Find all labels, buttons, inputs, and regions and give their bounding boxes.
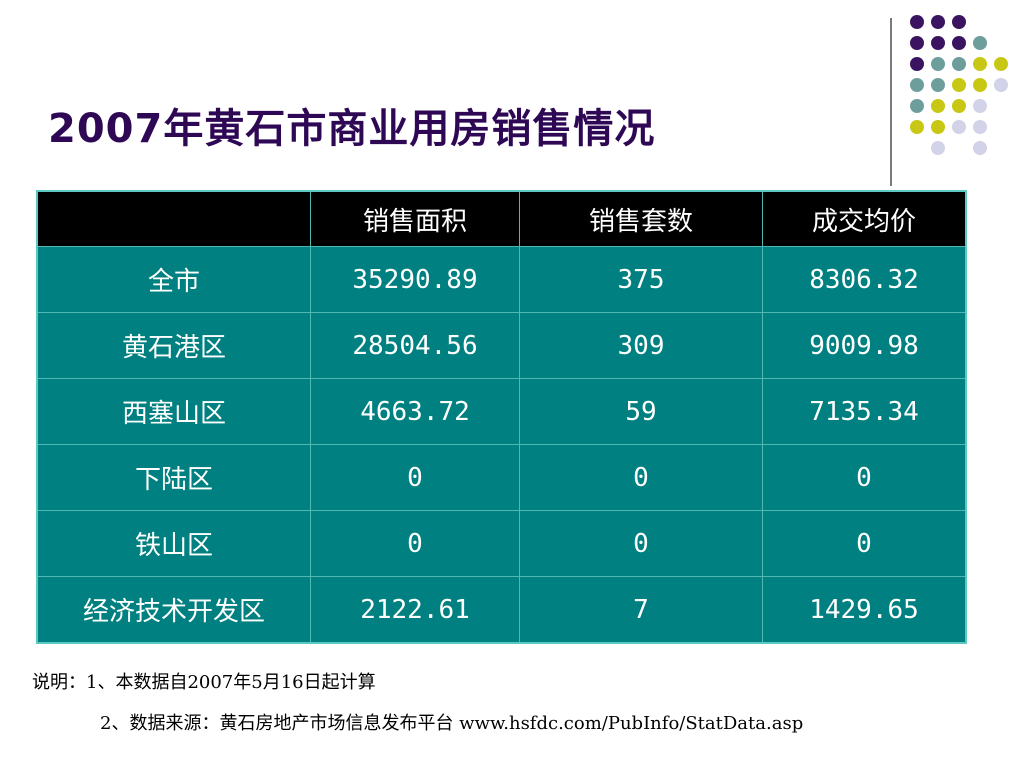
table-row: 全市 35290.89 375 8306.32: [36, 246, 967, 313]
area-cell: 4663.72: [310, 378, 520, 445]
slide-title: 2007年黄石市商业用房销售情况: [48, 106, 656, 152]
decorative-dot: [952, 36, 966, 50]
footnote-line-2: 2、数据来源：黄石房地产市场信息发布平台 www.hsfdc.com/PubIn…: [100, 713, 804, 734]
decorative-dot: [931, 120, 945, 134]
decorative-dot: [973, 57, 987, 71]
decorative-dot: [910, 57, 924, 71]
decorative-dot: [973, 120, 987, 134]
table-header-cell: 销售套数: [519, 190, 763, 247]
units-cell: 375: [519, 246, 763, 313]
district-cell: 下陆区: [36, 444, 311, 511]
area-cell: 2122.61: [310, 576, 520, 644]
table-row: 铁山区 0 0 0: [36, 510, 967, 577]
district-cell: 经济技术开发区: [36, 576, 311, 644]
district-cell: 铁山区: [36, 510, 311, 577]
price-cell: 0: [762, 510, 967, 577]
district-cell: 黄石港区: [36, 312, 311, 379]
units-cell: 309: [519, 312, 763, 379]
decorative-dot: [952, 57, 966, 71]
decorative-dot: [952, 15, 966, 29]
decorative-dot: [952, 120, 966, 134]
decorative-dot: [910, 120, 924, 134]
decorative-dot: [973, 78, 987, 92]
decorative-dot: [931, 15, 945, 29]
table-row: 下陆区 0 0 0: [36, 444, 967, 511]
area-cell: 0: [310, 510, 520, 577]
area-cell: 28504.56: [310, 312, 520, 379]
decorative-dot: [910, 99, 924, 113]
decorative-dot: [931, 36, 945, 50]
decorative-divider: [890, 18, 892, 186]
table-row: 黄石港区 28504.56 309 9009.98: [36, 312, 967, 379]
price-cell: 9009.98: [762, 312, 967, 379]
district-cell: 全市: [36, 246, 311, 313]
units-cell: 0: [519, 444, 763, 511]
table-header-row: 销售面积 销售套数 成交均价: [36, 190, 967, 247]
price-cell: 1429.65: [762, 576, 967, 644]
decorative-dot: [931, 57, 945, 71]
decorative-dot: [994, 78, 1008, 92]
units-cell: 59: [519, 378, 763, 445]
decorative-dot: [910, 15, 924, 29]
decorative-dot: [973, 99, 987, 113]
decorative-dot: [931, 141, 945, 155]
decorative-dot: [973, 36, 987, 50]
district-cell: 西塞山区: [36, 378, 311, 445]
sales-table: 销售面积 销售套数 成交均价 全市 35290.89 375 8306.32 黄…: [36, 190, 967, 644]
decorative-dot: [931, 78, 945, 92]
decorative-dot: [952, 78, 966, 92]
decorative-dot: [931, 99, 945, 113]
decorative-dot: [952, 99, 966, 113]
decorative-dot-grid: [0, 0, 1024, 180]
table-row: 经济技术开发区 2122.61 7 1429.65: [36, 576, 967, 644]
table-row: 西塞山区 4663.72 59 7135.34: [36, 378, 967, 445]
price-cell: 0: [762, 444, 967, 511]
table-header-cell: 成交均价: [762, 190, 967, 247]
units-cell: 7: [519, 576, 763, 644]
area-cell: 35290.89: [310, 246, 520, 313]
area-cell: 0: [310, 444, 520, 511]
decorative-dot: [910, 36, 924, 50]
decorative-dot: [973, 141, 987, 155]
table-header-cell: [36, 190, 311, 247]
units-cell: 0: [519, 510, 763, 577]
decorative-dot: [910, 78, 924, 92]
price-cell: 7135.34: [762, 378, 967, 445]
footnote-line-1: 说明：1、本数据自2007年5月16日起计算: [32, 672, 376, 693]
decorative-dot: [994, 57, 1008, 71]
table-header-cell: 销售面积: [310, 190, 520, 247]
price-cell: 8306.32: [762, 246, 967, 313]
